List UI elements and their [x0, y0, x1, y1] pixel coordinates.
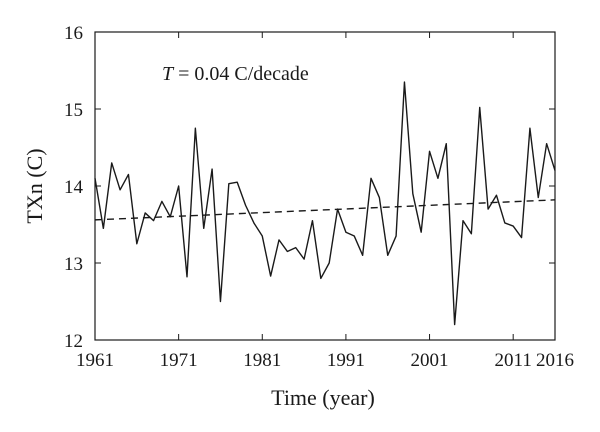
x-tick-label: 1961	[76, 350, 114, 371]
y-tick-label: 14	[64, 177, 84, 198]
trend-symbol: T	[162, 63, 175, 85]
txn-series-line	[94, 81, 556, 326]
x-ticks: 1961 1971 1981 1991 2001 2011 2016	[76, 32, 574, 371]
x-axis-label: Time (year)	[271, 385, 375, 410]
x-tick-label: 2011	[495, 350, 532, 371]
trend-line	[94, 199, 556, 221]
x-tick-label: 1991	[327, 350, 365, 371]
y-tick-label: 15	[64, 100, 83, 121]
x-tick-label: 2001	[411, 350, 449, 371]
trend-annotation: T = 0.04 C/decade	[162, 63, 309, 85]
plot-lines	[94, 81, 556, 326]
y-axis-label: TXn (C)	[22, 148, 47, 223]
y-ticks: 12 13 14 15 16	[64, 23, 555, 352]
y-tick-label: 13	[64, 254, 83, 275]
y-tick-label: 16	[64, 23, 83, 44]
trend-text: = 0.04 C/decade	[173, 63, 309, 85]
y-tick-label: 12	[64, 331, 83, 352]
x-tick-label: 2016	[536, 350, 574, 371]
x-tick-label: 1981	[243, 350, 281, 371]
x-tick-label: 1971	[160, 350, 198, 371]
